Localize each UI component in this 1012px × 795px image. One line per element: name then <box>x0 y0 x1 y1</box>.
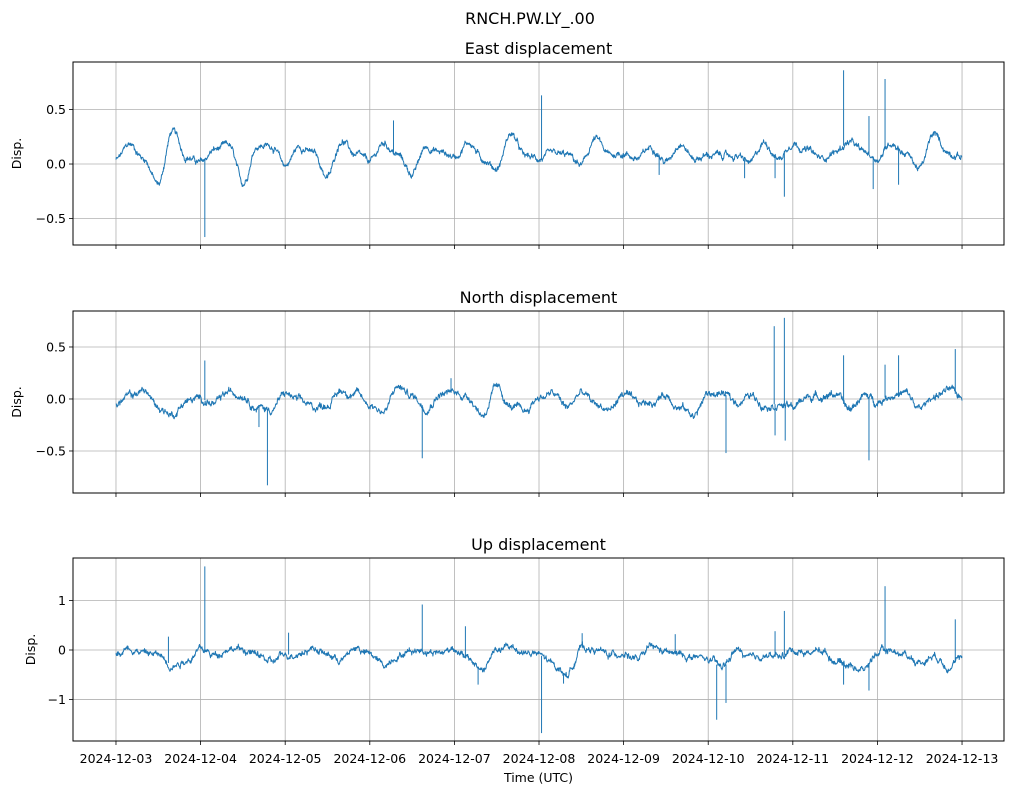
axes-title: Up displacement <box>471 535 606 554</box>
series-line <box>115 641 963 679</box>
x-axis-label: Time (UTC) <box>503 770 573 785</box>
x-tick-label: 2024-12-13 <box>926 751 999 766</box>
plot-area <box>73 311 1004 493</box>
x-tick-label: 2024-12-10 <box>672 751 745 766</box>
series-group <box>115 70 963 238</box>
y-tick-label: 0.5 <box>46 102 66 117</box>
suptitle: RNCH.PW.LY_.00 <box>465 9 595 29</box>
axes-east: 0.5 0.0 −0.5 East displacement Disp. <box>9 39 1005 249</box>
x-tick-label: 2024-12-09 <box>587 751 660 766</box>
x-tick-label: 2024-12-11 <box>756 751 829 766</box>
axes-north: 0.5 0.0 −0.5 North displacement Disp. <box>9 288 1005 497</box>
series-line <box>115 127 963 187</box>
axes-title: East displacement <box>465 39 612 58</box>
series-group <box>115 317 963 486</box>
series-group <box>115 566 963 734</box>
plot-area <box>73 62 1004 245</box>
y-tick-label: −0.5 <box>36 211 66 226</box>
x-tick-label: 2024-12-07 <box>418 751 491 766</box>
x-tick-label: 2024-12-03 <box>80 751 153 766</box>
x-tick-label: 2024-12-12 <box>841 751 914 766</box>
axes-frame <box>72 557 1005 742</box>
axes-frame <box>72 310 1005 494</box>
plot-area <box>73 558 1004 741</box>
axes-up: 2024-12-03 2024-12-04 2024-12-05 2024-12-06… <box>23 535 1005 785</box>
y-axis-label: Disp. <box>9 138 24 170</box>
y-axis-label: Disp. <box>23 634 38 666</box>
y-axis-label: Disp. <box>9 386 24 418</box>
x-tick-label: 2024-12-04 <box>164 751 237 766</box>
axes-title: North displacement <box>460 288 618 307</box>
axes-frame <box>72 61 1005 246</box>
x-tick-label: 2024-12-05 <box>249 751 322 766</box>
y-tick-label: 0.0 <box>46 391 66 406</box>
x-tick-label: 2024-12-06 <box>333 751 406 766</box>
y-tick-label: 1 <box>58 593 66 608</box>
y-tick-label: 0.5 <box>46 339 66 354</box>
series-line <box>115 382 963 420</box>
y-tick-label: −0.5 <box>36 443 66 458</box>
y-tick-label: 0.0 <box>46 157 66 172</box>
y-tick-label: 0 <box>58 642 66 657</box>
y-tick-label: −1 <box>48 692 66 707</box>
x-tick-label: 2024-12-08 <box>503 751 576 766</box>
